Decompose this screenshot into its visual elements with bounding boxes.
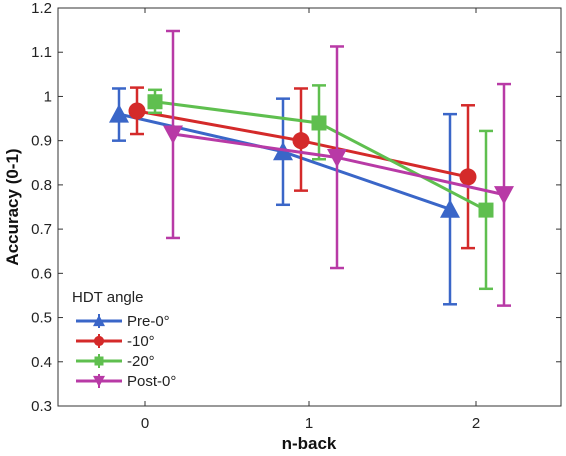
series-2 xyxy=(147,84,494,291)
legend-label: -10° xyxy=(127,333,155,350)
y-tick-label: 0.9 xyxy=(31,133,52,150)
y-axis-label: Accuracy (0-1) xyxy=(3,148,22,265)
legend-marker xyxy=(93,315,105,327)
y-tick-label: 0.6 xyxy=(31,265,52,282)
data-point xyxy=(292,132,310,150)
data-point xyxy=(327,148,347,168)
legend-label: Pre-0° xyxy=(127,313,170,330)
legend-item-1: -10° xyxy=(76,333,155,350)
x-tick-label: 0 xyxy=(141,415,149,432)
x-tick-label: 2 xyxy=(472,415,480,432)
data-point xyxy=(440,199,460,218)
legend-marker xyxy=(93,375,105,387)
data-point xyxy=(494,186,514,205)
legend-marker xyxy=(93,335,105,347)
data-point xyxy=(478,202,494,218)
series-3 xyxy=(163,29,514,307)
data-point xyxy=(109,104,129,123)
x-tick-label: 1 xyxy=(305,415,313,432)
y-tick-label: 0.5 xyxy=(31,310,52,327)
y-tick-label: 1.2 xyxy=(31,0,52,17)
y-tick-label: 0.4 xyxy=(31,354,52,371)
data-point xyxy=(128,102,146,120)
series-0 xyxy=(109,87,460,306)
legend-title: HDT angle xyxy=(72,289,143,306)
series-1 xyxy=(128,86,477,250)
data-point xyxy=(163,125,183,145)
legend-label: Post-0° xyxy=(127,373,176,390)
legend: HDT angle Pre-0° -10° -20° Post-0° xyxy=(66,285,188,397)
legend-item-2: -20° xyxy=(76,353,155,370)
y-tick-label: 0.7 xyxy=(31,221,52,238)
y-axis: 0.3 0.4 0.5 0.6 0.7 0.8 0.9 1 1.1 1.2 xyxy=(31,0,561,415)
data-point xyxy=(459,168,477,186)
y-tick-label: 0.3 xyxy=(31,398,52,415)
x-axis: 0 1 2 xyxy=(141,8,480,432)
legend-item-0: Pre-0° xyxy=(76,313,170,330)
data-point xyxy=(147,94,163,110)
y-tick-label: 1.1 xyxy=(31,44,52,61)
y-tick-label: 0.8 xyxy=(31,177,52,194)
legend-marker xyxy=(94,356,104,366)
y-tick-label: 1 xyxy=(44,88,52,105)
x-axis-label: n-back xyxy=(282,434,337,453)
legend-item-3: Post-0° xyxy=(76,373,176,390)
series-layer xyxy=(109,29,514,307)
data-point xyxy=(311,115,327,131)
legend-label: -20° xyxy=(127,353,155,370)
